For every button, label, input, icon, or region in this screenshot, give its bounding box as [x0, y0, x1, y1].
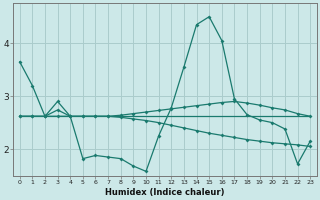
X-axis label: Humidex (Indice chaleur): Humidex (Indice chaleur) [105, 188, 225, 197]
